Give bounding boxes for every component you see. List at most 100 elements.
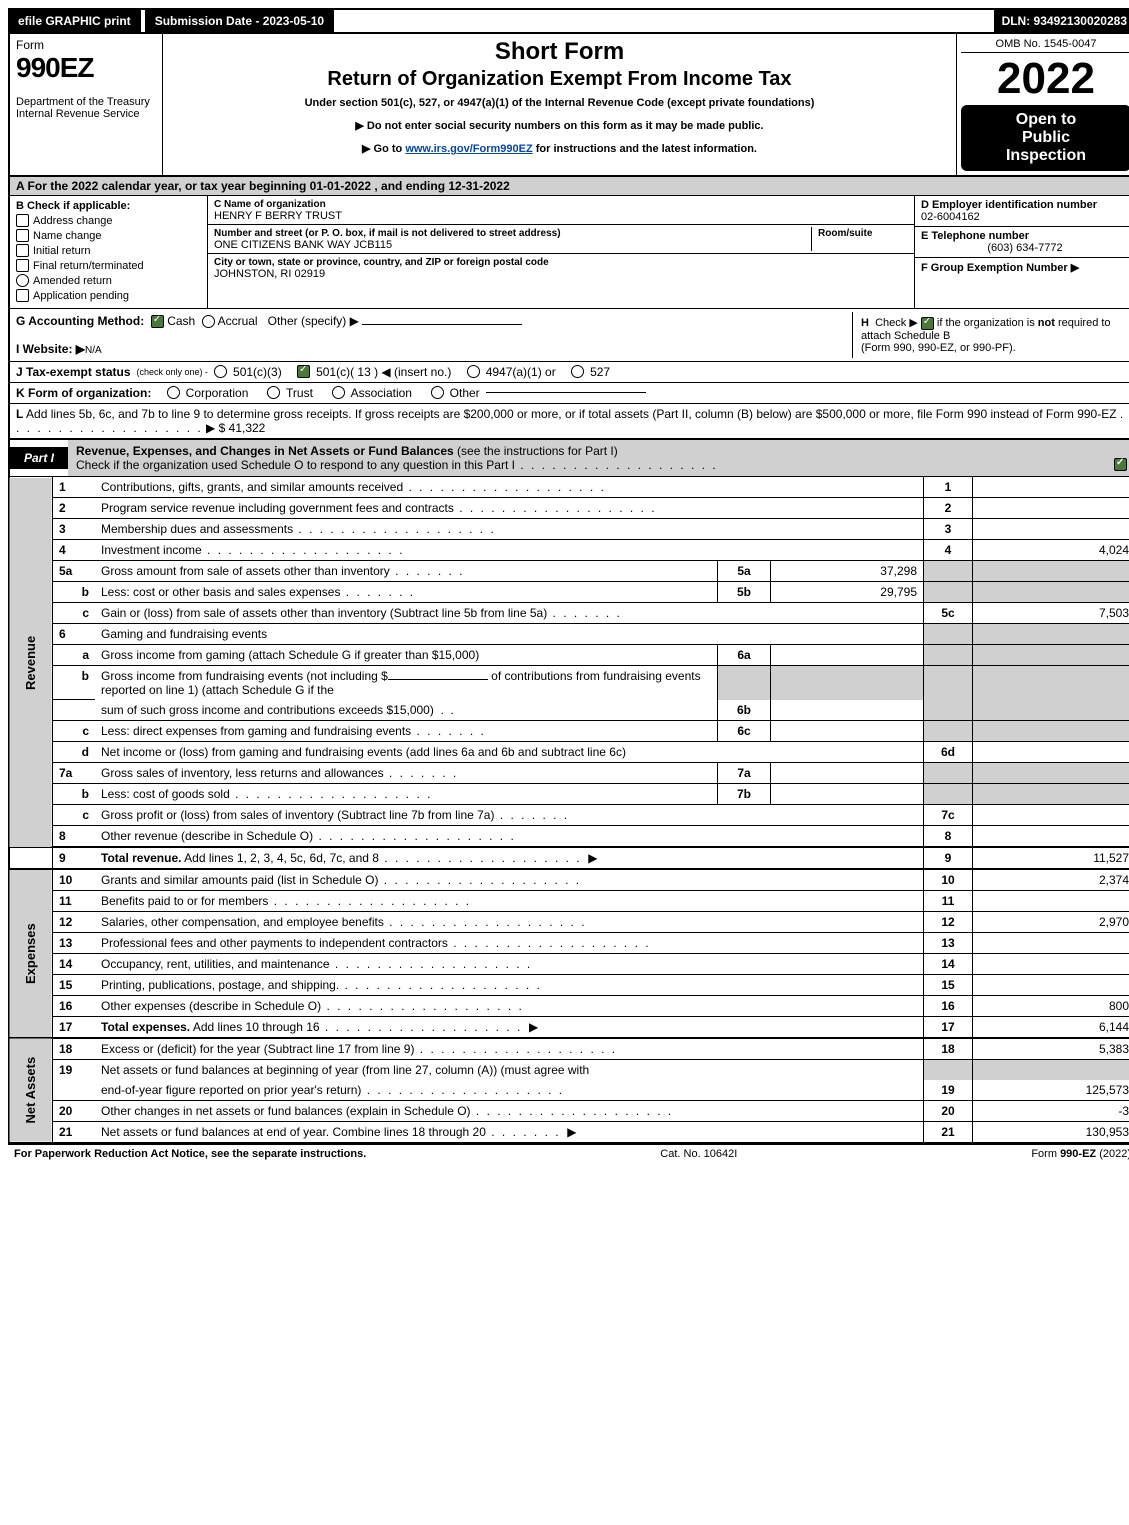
k-other-check[interactable] [431, 386, 444, 399]
line-4-desc: Investment income [101, 543, 202, 557]
part1-title-text: Revenue, Expenses, and Changes in Net As… [76, 444, 454, 458]
initial-return-check[interactable] [16, 244, 29, 257]
name-change-check[interactable] [16, 229, 29, 242]
k-trust-check[interactable] [267, 386, 280, 399]
d-label: D Employer identification number [921, 199, 1097, 211]
l-text: L Add lines 5b, 6c, and 7b to line 9 to … [16, 407, 1117, 421]
data-table: Revenue 1 Contributions, gifts, grants, … [8, 477, 1129, 1143]
header-mid: Short Form Return of Organization Exempt… [163, 34, 957, 175]
line-8-box: 8 [924, 825, 973, 847]
k-corp-check[interactable] [167, 386, 180, 399]
ein-value: 02-6004162 [921, 211, 980, 223]
line-15-num: 15 [53, 974, 96, 995]
line-11-num: 11 [53, 890, 96, 911]
line-6c-subbox: 6c [718, 720, 771, 741]
line-6b-desc1: Gross income from fundraising events (no… [101, 669, 388, 683]
line-16-desc: Other expenses (describe in Schedule O) [101, 999, 321, 1013]
line-17-val: 6,144 [973, 1016, 1129, 1038]
line-5b-box [924, 581, 973, 602]
irs-link[interactable]: www.irs.gov/Form990EZ [405, 143, 532, 155]
omb-number: OMB No. 1545-0047 [961, 38, 1129, 53]
line-9-box: 9 [924, 847, 973, 869]
line-10-box: 10 [924, 869, 973, 891]
org-city: JOHNSTON, RI 02919 [214, 268, 325, 280]
h-text3: (Form 990, 990-EZ, or 990-PF). [861, 342, 1016, 354]
accrual-check[interactable] [202, 315, 215, 328]
line-7a-num: 7a [53, 762, 96, 783]
line-6c-subval [771, 720, 924, 741]
line-16-box: 16 [924, 995, 973, 1016]
line-4-val: 4,024 [973, 539, 1129, 560]
footer-right: Form 990-EZ (2022) [1031, 1148, 1129, 1160]
amended-return-check[interactable] [16, 274, 29, 287]
open-line3: Inspection [965, 147, 1127, 165]
line-4-box: 4 [924, 539, 973, 560]
final-return-check[interactable] [16, 259, 29, 272]
j-527-label: 527 [590, 365, 610, 379]
app-pending-check[interactable] [16, 289, 29, 302]
i-label: I Website: ▶ [16, 342, 85, 356]
line-2-val [973, 497, 1129, 518]
j-527-check[interactable] [571, 365, 584, 378]
cash-check[interactable] [151, 315, 164, 328]
line-5a-num: 5a [53, 560, 96, 581]
open-to-public: Open to Public Inspection [961, 105, 1129, 171]
line-1-num: 1 [53, 477, 96, 498]
j-501c3-check[interactable] [214, 365, 227, 378]
line-5a-subbox: 5a [718, 560, 771, 581]
amended-return-label: Amended return [33, 275, 112, 287]
addr-change-check[interactable] [16, 214, 29, 227]
line-19-val-shade [973, 1059, 1129, 1080]
line-2-desc: Program service revenue including govern… [101, 501, 454, 515]
k-assoc-check[interactable] [332, 386, 345, 399]
col-def: D Employer identification number 02-6004… [915, 196, 1129, 308]
l-value: 41,322 [229, 421, 266, 435]
j-4947-check[interactable] [467, 365, 480, 378]
g-label: G Accounting Method: [16, 314, 144, 328]
part1-label: Part I [10, 447, 68, 469]
line-6b2-num [53, 700, 96, 721]
line-12-val: 2,970 [973, 911, 1129, 932]
info-grid: B Check if applicable: Address change Na… [8, 196, 1129, 309]
org-street: ONE CITIZENS BANK WAY JCB115 [214, 239, 392, 251]
header-left: Form 990EZ Department of the Treasury In… [10, 34, 163, 175]
tax-year: 2022 [961, 57, 1129, 101]
k-label: K Form of organization: [16, 386, 151, 400]
submission-date: Submission Date - 2023-05-10 [145, 10, 334, 32]
line-6-val [973, 623, 1129, 644]
line-21-num: 21 [53, 1121, 96, 1142]
line-18-num: 18 [53, 1038, 96, 1060]
line-12-num: 12 [53, 911, 96, 932]
line-7c-val [973, 804, 1129, 825]
line-3-box: 3 [924, 518, 973, 539]
line-4-num: 4 [53, 539, 96, 560]
part1-checkbox[interactable] [1114, 458, 1127, 471]
line-8-num: 8 [53, 825, 96, 847]
addr-change-label: Address change [33, 215, 113, 227]
line-18-val: 5,383 [973, 1038, 1129, 1060]
part1-note: (see the instructions for Part I) [457, 444, 618, 458]
row-k: K Form of organization: Corporation Trus… [8, 383, 1129, 404]
under-section: Under section 501(c), 527, or 4947(a)(1)… [171, 97, 948, 109]
line-6a-val [973, 644, 1129, 665]
app-pending-label: Application pending [33, 290, 129, 302]
line-12-box: 12 [924, 911, 973, 932]
form-number: 990EZ [16, 52, 156, 84]
line-7b-box [924, 783, 973, 804]
line-6c-num: c [53, 720, 96, 741]
h-checkbox[interactable] [921, 317, 934, 330]
line-13-box: 13 [924, 932, 973, 953]
page-footer: For Paperwork Reduction Act Notice, see … [8, 1143, 1129, 1163]
line-2-box: 2 [924, 497, 973, 518]
line-10-desc: Grants and similar amounts paid (list in… [101, 873, 378, 887]
line-6b2-box [924, 700, 973, 721]
line-7b-subbox: 7b [718, 783, 771, 804]
line-21-val: 130,953 [973, 1121, 1129, 1142]
dln-number: DLN: 93492130020283 [994, 10, 1129, 32]
j-501c-check[interactable] [297, 365, 310, 378]
line-6a-subbox: 6a [718, 644, 771, 665]
line-6d-num: d [53, 741, 96, 762]
row-j: J Tax-exempt status (check only one) - 5… [8, 362, 1129, 383]
h-label: H [861, 317, 869, 329]
line-6b-subbox-shade [718, 665, 771, 700]
